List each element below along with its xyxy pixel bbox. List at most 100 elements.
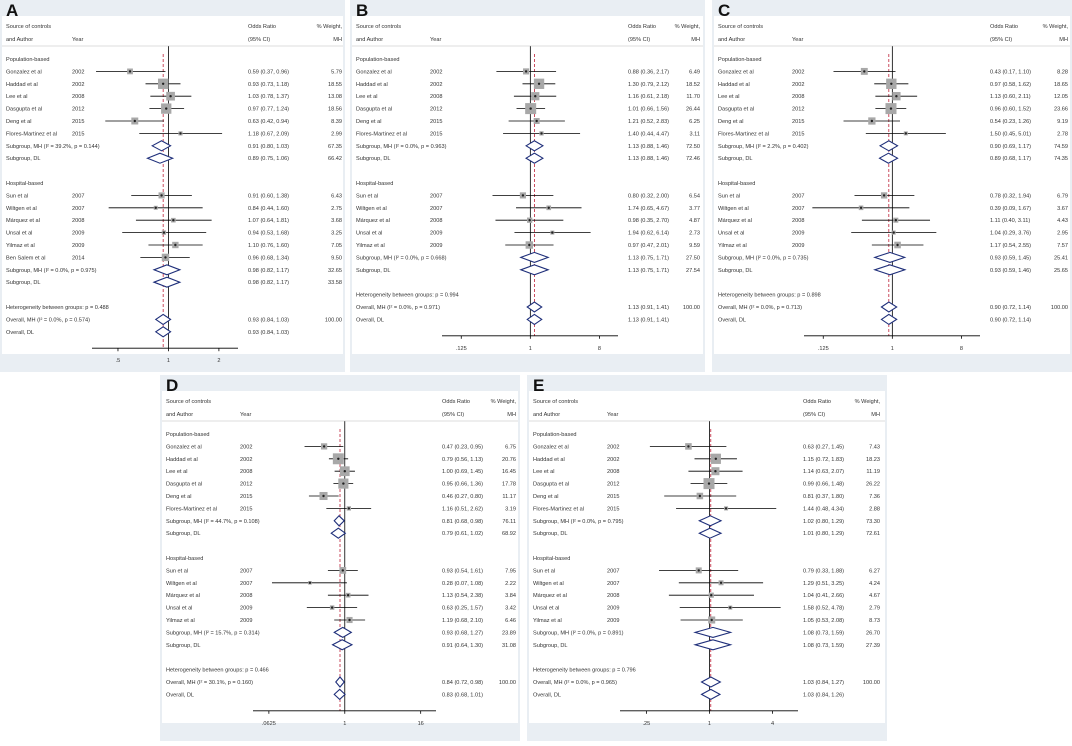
study-author: Gonzalez et al xyxy=(356,69,392,75)
study-or-ci: 0.97 (0.47, 2.01) xyxy=(628,243,669,249)
study-weight: 4.87 xyxy=(689,218,700,224)
study-year: 2002 xyxy=(607,444,619,450)
study-year: 2009 xyxy=(430,243,442,249)
study-author: Deng et al xyxy=(718,119,744,125)
study-author: Yilmaz et al xyxy=(718,243,747,249)
point-estimate xyxy=(547,206,550,209)
study-weight: 3.42 xyxy=(505,606,516,612)
study-or-ci: 1.15 (0.72, 1.83) xyxy=(803,457,844,463)
pooled-label: Subgroup, DL xyxy=(166,531,201,537)
study-or-ci: 1.10 (0.76, 1.60) xyxy=(248,243,289,249)
study-author: Dasgupta et al xyxy=(533,482,569,488)
study-or-ci: 0.39 (0.09, 1.67) xyxy=(990,206,1031,212)
pooled-label: Subgroup, MH (I² = 44.7%, p = 0.108) xyxy=(166,519,260,525)
pooled-weight: 76.11 xyxy=(502,519,516,525)
study-author: Márquez et al xyxy=(356,218,390,224)
study-or-ci: 1.14 (0.63, 2.07) xyxy=(803,469,844,475)
pooled-label: Subgroup, DL xyxy=(6,280,41,286)
pooled-diamond xyxy=(525,152,544,164)
pooled-label: Overall, MH (I² = 0.0%, p = 0.574) xyxy=(6,317,90,323)
panel-b: B Source of controls and Author Year Odds Ra… xyxy=(350,0,705,372)
x-tick-label: 4 xyxy=(771,721,774,727)
panel-a: A Source of controls and Author Year Odds Ra… xyxy=(0,0,345,372)
pooled-label: Overall, DL xyxy=(718,317,746,323)
pooled-or-ci: 0.98 (0.82, 1.17) xyxy=(248,268,289,274)
study-author: Haddad et al xyxy=(166,457,198,463)
pooled-weight: 23.89 xyxy=(502,630,516,636)
x-tick-label: 1 xyxy=(343,721,346,727)
study-year: 2015 xyxy=(240,494,252,500)
pooled-or-ci: 0.93 (0.59, 1.46) xyxy=(990,268,1031,274)
study-or-ci: 0.94 (0.53, 1.68) xyxy=(248,231,289,237)
pooled-label: Overall, MH (I² = 30.1%, p = 0.160) xyxy=(166,680,253,686)
study-weight: 2.88 xyxy=(869,506,880,512)
pooled-or-ci: 0.90 (0.72, 1.14) xyxy=(990,317,1031,323)
study-year: 2002 xyxy=(792,69,804,75)
study-year: 2014 xyxy=(72,255,84,261)
study-weight: 2.73 xyxy=(689,231,700,237)
study-weight: 11.70 xyxy=(686,94,700,100)
study-year: 2007 xyxy=(240,581,252,587)
x-tick-label: 8 xyxy=(960,346,963,352)
x-tick-label: 1 xyxy=(891,346,894,352)
study-year: 2012 xyxy=(792,107,804,113)
point-estimate xyxy=(710,618,713,622)
study-weight: 6.54 xyxy=(689,193,700,199)
study-author: Sun et al xyxy=(356,193,378,199)
point-estimate xyxy=(870,119,874,123)
point-estimate xyxy=(551,231,554,234)
point-estimate xyxy=(687,445,690,448)
study-author: Sun et al xyxy=(166,568,188,574)
study-author: Yilmaz et al xyxy=(6,243,35,249)
pooled-or-ci: 0.79 (0.61, 1.02) xyxy=(442,531,483,537)
header-year: Year xyxy=(240,412,251,418)
study-year: 2009 xyxy=(430,231,442,237)
pooled-diamond xyxy=(700,688,722,701)
study-weight: 3.19 xyxy=(505,506,516,512)
study-or-ci: 1.16 (0.51, 2.62) xyxy=(442,506,483,512)
pooled-weight: 74.59 xyxy=(1054,144,1068,150)
header-ci: (95% CI) xyxy=(628,37,650,43)
study-author: Deng et al xyxy=(6,119,32,125)
study-weight: 6.46 xyxy=(505,618,516,624)
study-or-ci: 1.30 (0.79, 2.12) xyxy=(628,82,669,88)
pooled-or-ci: 0.90 (0.72, 1.14) xyxy=(990,305,1031,311)
group-title: Hospital-based xyxy=(718,181,755,187)
study-or-ci: 0.84 (0.44, 1.60) xyxy=(248,206,289,212)
group-title: Population-based xyxy=(718,57,762,63)
point-estimate xyxy=(710,594,713,597)
study-year: 2015 xyxy=(607,506,619,512)
header-ci: (95% CI) xyxy=(803,412,825,418)
pooled-diamond xyxy=(878,152,899,164)
study-weight: 9.50 xyxy=(331,255,342,261)
study-year: 2008 xyxy=(430,94,442,100)
header-weight: % Weight, xyxy=(491,399,517,405)
point-estimate xyxy=(890,82,893,86)
pooled-weight: 31.08 xyxy=(502,643,516,649)
study-year: 2007 xyxy=(430,206,442,212)
group-title: Population-based xyxy=(356,57,400,63)
pooled-label: Subgroup, MH (I² = 0.0%, p = 0.963) xyxy=(356,144,447,150)
header-year: Year xyxy=(792,37,803,43)
x-tick-label: .5 xyxy=(116,358,121,364)
study-year: 2007 xyxy=(607,568,619,574)
pooled-diamond xyxy=(525,140,544,152)
pooled-weight: 27.50 xyxy=(686,255,700,261)
study-year: 2015 xyxy=(607,494,619,500)
header-ci: (95% CI) xyxy=(442,412,464,418)
header-mh: MH xyxy=(871,412,880,418)
pooled-diamond xyxy=(697,515,723,527)
study-weight: 7.36 xyxy=(869,494,880,500)
study-weight: 18.52 xyxy=(686,82,700,88)
study-weight: 6.25 xyxy=(689,119,700,125)
pooled-weight: 100.00 xyxy=(499,680,516,686)
pooled-label: Subgroup, DL xyxy=(356,156,391,162)
pooled-weight: 100.00 xyxy=(683,305,700,311)
study-author: Flores-Martinez et al xyxy=(533,506,584,512)
heterogeneity-text: Heterogeneity between groups: p = 0.466 xyxy=(166,668,269,674)
header-author: and Author xyxy=(533,412,560,418)
point-estimate xyxy=(529,107,532,110)
group-title: Population-based xyxy=(6,57,50,63)
study-weight: 16.45 xyxy=(502,469,516,475)
point-estimate xyxy=(161,82,165,86)
